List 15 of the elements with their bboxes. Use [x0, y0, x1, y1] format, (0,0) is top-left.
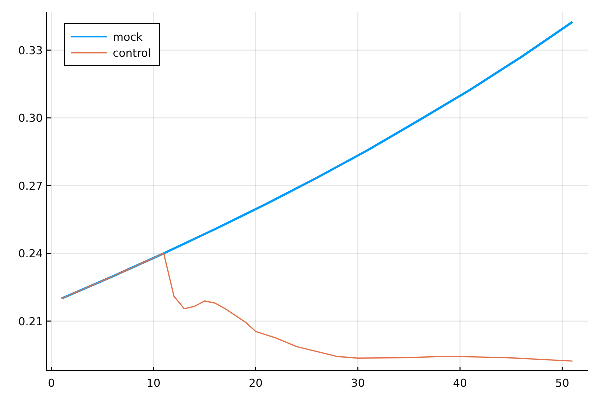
x-tick-label: 0 [48, 377, 56, 390]
legend-label: mock [113, 31, 144, 44]
y-tick-label: 0.21 [18, 315, 43, 328]
x-tick-label: 10 [146, 377, 161, 390]
x-tick-label: 40 [453, 377, 468, 390]
line-series [61, 252, 574, 362]
x-tick-label: 50 [555, 377, 570, 390]
legend-label: control [113, 47, 152, 60]
x-tick-label: 30 [351, 377, 366, 390]
x-tick-label: 20 [248, 377, 263, 390]
y-tick-label: 0.24 [18, 248, 43, 261]
y-tick-label: 0.33 [18, 44, 43, 58]
y-tick-label: 0.27 [18, 180, 43, 193]
y-tick-label: 0.30 [18, 112, 43, 126]
line-series [60, 21, 574, 300]
